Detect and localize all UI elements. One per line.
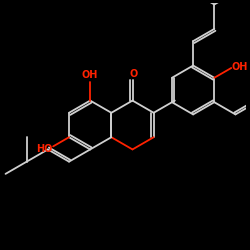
Text: OH: OH — [82, 70, 98, 80]
Text: HO: HO — [36, 144, 53, 154]
Text: OH: OH — [232, 62, 248, 72]
Text: O: O — [130, 69, 138, 79]
